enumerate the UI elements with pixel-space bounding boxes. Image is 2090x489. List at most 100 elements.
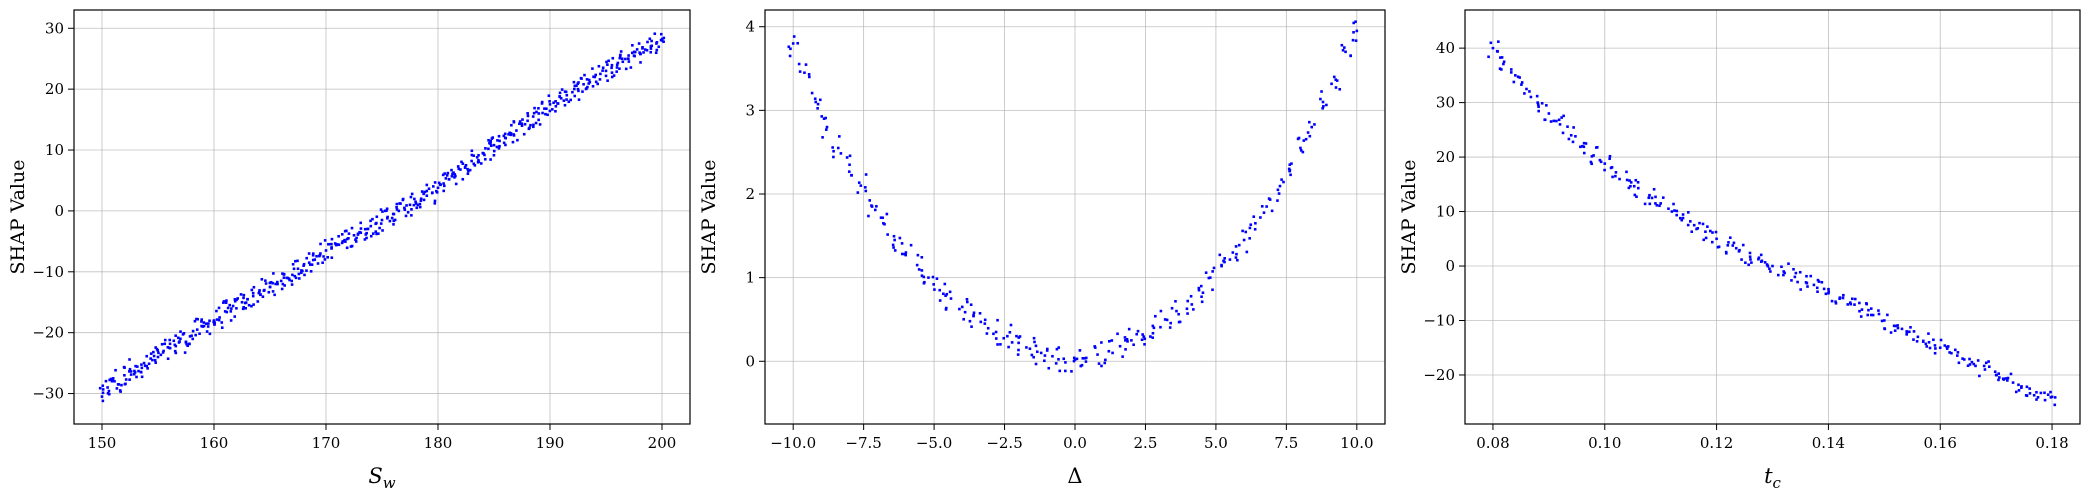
data-point <box>132 372 136 376</box>
data-point <box>1084 360 1088 363</box>
data-point <box>1032 355 1035 359</box>
data-point <box>1288 163 1292 166</box>
data-point <box>624 57 627 61</box>
data-point <box>1136 329 1140 333</box>
data-point <box>1673 209 1676 212</box>
data-point <box>152 350 155 354</box>
data-point <box>123 366 126 369</box>
data-point <box>1151 331 1155 335</box>
data-point <box>186 344 189 348</box>
data-point <box>1883 327 1887 331</box>
data-point <box>1815 286 1819 290</box>
axes-frame <box>1464 9 2081 425</box>
data-point <box>1025 346 1028 349</box>
data-point <box>497 134 501 138</box>
data-point <box>893 238 896 242</box>
data-point <box>280 287 284 291</box>
data-point <box>909 243 913 247</box>
data-point <box>864 173 868 176</box>
data-point <box>1610 166 1614 169</box>
data-point <box>1039 351 1043 355</box>
data-point <box>200 320 203 323</box>
data-point <box>1032 336 1036 340</box>
data-point <box>477 153 480 157</box>
y-tick-label: 20 <box>45 80 64 98</box>
data-point <box>240 300 244 304</box>
data-point <box>281 272 284 275</box>
data-point <box>380 218 384 222</box>
data-point <box>1997 378 2000 382</box>
data-point <box>1234 245 1238 248</box>
x-tick-label: 0.0 <box>1063 434 1087 452</box>
data-point <box>118 389 122 392</box>
data-point <box>393 218 397 222</box>
data-point <box>363 238 367 241</box>
data-point <box>415 206 419 210</box>
data-point <box>1655 203 1659 207</box>
x-tick-label: −10.0 <box>770 434 816 452</box>
data-point <box>1047 366 1051 370</box>
data-point <box>213 321 216 324</box>
data-point <box>497 146 501 150</box>
data-point <box>1236 258 1239 262</box>
data-point <box>147 362 151 366</box>
data-point <box>163 342 167 346</box>
data-point <box>1265 205 1268 208</box>
data-point <box>133 369 136 373</box>
data-point <box>1552 119 1556 123</box>
data-point <box>538 123 542 126</box>
data-point <box>1793 275 1797 279</box>
data-point <box>1220 264 1223 268</box>
data-point <box>1159 325 1162 329</box>
data-point <box>1629 181 1633 184</box>
data-point <box>369 224 373 228</box>
data-point <box>512 120 516 124</box>
data-point <box>1097 362 1101 365</box>
data-point <box>1268 198 1272 201</box>
data-point <box>1569 133 1573 137</box>
data-point <box>587 78 591 82</box>
data-point <box>345 237 349 241</box>
data-point <box>273 293 276 297</box>
data-point <box>618 67 621 70</box>
data-point <box>1658 204 1661 208</box>
data-point <box>2011 381 2015 384</box>
data-point <box>341 240 345 243</box>
data-point <box>475 156 479 159</box>
data-point <box>535 110 538 114</box>
data-point <box>101 399 105 403</box>
data-point <box>435 189 438 193</box>
data-point <box>1592 154 1595 157</box>
data-point <box>217 318 221 322</box>
data-point <box>1643 202 1647 206</box>
data-point <box>1567 137 1571 141</box>
data-point <box>183 351 187 354</box>
data-point <box>591 67 594 70</box>
data-point <box>337 243 341 247</box>
data-point <box>225 299 228 302</box>
data-point <box>460 160 463 164</box>
data-point <box>375 232 378 236</box>
data-point <box>1320 90 1323 93</box>
data-point <box>410 192 414 196</box>
data-point <box>483 157 487 161</box>
chart-panel-3: 0.08 0.10 0.12 0.14 0.16 0.18 −20 −10 0 10 20 30 40 S… <box>1398 9 2081 489</box>
data-point <box>983 318 987 322</box>
data-point <box>935 277 939 280</box>
data-point <box>932 283 935 286</box>
data-point <box>1987 360 1990 363</box>
data-point <box>466 172 470 175</box>
data-point <box>616 61 620 65</box>
data-point <box>1010 341 1014 344</box>
data-point <box>1757 256 1761 260</box>
data-point <box>430 191 434 195</box>
data-point <box>408 203 412 207</box>
data-point <box>1043 354 1047 357</box>
data-point <box>965 297 969 301</box>
data-point <box>526 119 529 123</box>
data-point <box>1297 136 1301 140</box>
data-point <box>322 255 325 258</box>
data-point <box>1310 125 1314 129</box>
data-point <box>511 140 515 144</box>
data-point <box>1974 364 1977 368</box>
